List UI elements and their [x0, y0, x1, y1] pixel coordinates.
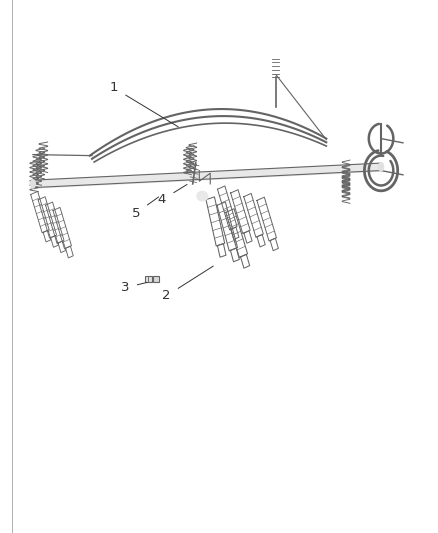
FancyBboxPatch shape [153, 276, 159, 282]
Ellipse shape [30, 180, 35, 188]
Text: 1: 1 [110, 82, 178, 127]
Text: 2: 2 [162, 266, 213, 302]
Text: 3: 3 [120, 281, 147, 294]
Text: 5: 5 [131, 197, 159, 220]
Text: 4: 4 [158, 184, 187, 206]
Ellipse shape [378, 163, 384, 171]
FancyBboxPatch shape [145, 276, 152, 282]
Ellipse shape [197, 191, 208, 201]
